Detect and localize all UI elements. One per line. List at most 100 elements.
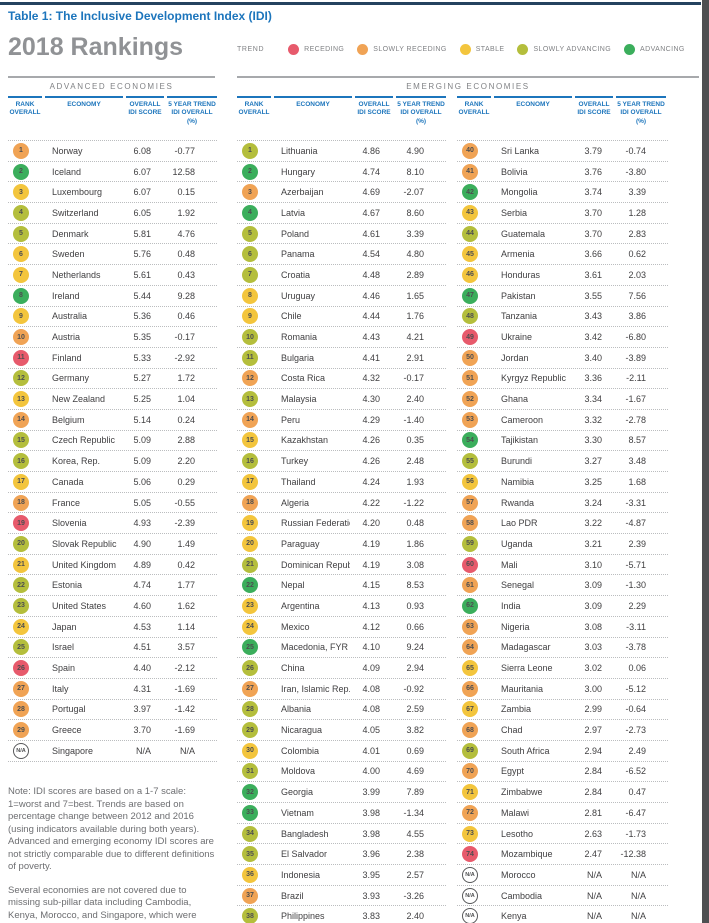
trend-rank-badge: 9 (13, 308, 29, 325)
trend-value: 0.48 (406, 518, 424, 529)
trend-value: -6.52 (625, 766, 646, 777)
trend-value: 0.15 (177, 187, 195, 198)
trend-rank-badge: 23 (13, 597, 29, 614)
table-row: 37 Brazil 3.93 -3.26 (237, 886, 446, 907)
trend-rank-badge: 23 (242, 597, 258, 614)
economy-name: Slovak Republic (52, 538, 117, 549)
trend-rank-badge: 11 (242, 349, 258, 366)
rank-cell: 40 (457, 142, 495, 159)
rank-cell: 22 (8, 577, 46, 594)
legend-item: STABLE (459, 44, 505, 55)
idi-score: 5.36 (133, 311, 151, 322)
economy-name: El Salvador (281, 849, 328, 860)
economy-name: Azerbaijan (281, 187, 324, 198)
table-row: 3 Luxembourg 6.07 0.15 (8, 182, 217, 204)
trend-rank-badge: 25 (242, 639, 258, 656)
economy-name: Germany (52, 373, 90, 384)
idi-score: 3.32 (584, 414, 602, 425)
idi-score: 5.81 (133, 228, 151, 239)
trend-rank-badge: 22 (242, 577, 258, 594)
col-header-trend: 5 YEAR TREND IDI OVERALL (%) (396, 96, 446, 140)
table-row: 5 Denmark 5.81 4.76 (8, 224, 217, 245)
rank-cell: 24 (237, 618, 275, 635)
col-header-rank: RANK OVERALL (8, 96, 42, 140)
trend-value: -0.17 (174, 332, 195, 343)
table-header-row: RANK OVERALL ECONOMY OVERALL IDI SCORE 5… (237, 96, 446, 140)
rank-cell: N/A (457, 887, 495, 904)
trend-rank-badge: 64 (462, 639, 478, 656)
rank-cell: 18 (8, 494, 46, 511)
trend-value: 2.40 (406, 911, 424, 922)
rank-cell: 70 (457, 763, 495, 780)
rank-cell: 6 (8, 246, 46, 263)
idi-score: 4.08 (362, 704, 380, 715)
idi-score: 5.25 (133, 394, 151, 405)
rank-cell: 25 (237, 639, 275, 656)
col-header-economy: ECONOMY (274, 96, 352, 140)
trend-rank-badge: 24 (242, 618, 258, 635)
trend-rank-badge: 4 (242, 204, 258, 221)
economy-name: Nicaragua (281, 725, 323, 736)
trend-rank-badge: 52 (462, 391, 478, 408)
trend-value: 3.39 (628, 187, 646, 198)
economy-name: Armenia (501, 249, 535, 260)
rank-cell: 33 (237, 804, 275, 821)
rank-cell: 65 (457, 660, 495, 677)
rank-cell: 28 (8, 701, 46, 718)
trend-value: 8.53 (406, 580, 424, 591)
trend-rank-badge: 74 (462, 846, 478, 863)
idi-score: 4.26 (362, 435, 380, 446)
scrollbar[interactable] (702, 0, 709, 923)
economy-name: Ireland (52, 290, 80, 301)
trend-rank-badge: 45 (462, 246, 478, 263)
trend-rank-badge: 38 (242, 908, 258, 923)
trend-value: -6.47 (625, 807, 646, 818)
trend-rank-badge: 8 (13, 287, 29, 304)
table-row: 15 Czech Republic 5.09 2.88 (8, 431, 217, 452)
rank-cell: 24 (8, 618, 46, 635)
idi-score: 2.99 (584, 704, 602, 715)
economy-name: Panama (281, 249, 315, 260)
trend-value: 1.86 (406, 538, 424, 549)
economy-name: Norway (52, 145, 83, 156)
idi-score: 3.42 (584, 332, 602, 343)
table-row: 57 Rwanda 3.24 -3.31 (457, 493, 668, 514)
trend-value: -1.67 (625, 394, 646, 405)
idi-score: 3.43 (584, 311, 602, 322)
col-header-score: OVERALL IDI SCORE (126, 96, 164, 140)
economy-name: Malawi (501, 807, 530, 818)
economy-name: Sierra Leone (501, 663, 553, 674)
rank-cell: 27 (8, 680, 46, 697)
rank-cell: 11 (8, 349, 46, 366)
idi-score: 3.21 (584, 538, 602, 549)
trend-rank-badge: 16 (13, 453, 29, 470)
idi-score: 4.00 (362, 766, 380, 777)
economy-name: Namibia (501, 476, 535, 487)
idi-score: 5.61 (133, 269, 151, 280)
idi-score: 4.19 (362, 538, 380, 549)
table-row: 7 Croatia 4.48 2.89 (237, 265, 446, 286)
table-row: 20 Slovak Republic 4.90 1.49 (8, 534, 217, 555)
economy-name: India (501, 600, 521, 611)
economy-name: Sweden (52, 249, 85, 260)
idi-score: 5.14 (133, 414, 151, 425)
economy-name: Ukraine (501, 332, 533, 343)
table-row: 26 Spain 4.40 -2.12 (8, 658, 217, 679)
trend-rank-badge: 47 (462, 287, 478, 304)
idi-score: 4.60 (133, 600, 151, 611)
idi-score: 4.01 (362, 745, 380, 756)
economy-name: Russian Federation (281, 518, 350, 529)
table-row: 12 Costa Rica 4.32 -0.17 (237, 369, 446, 390)
rank-cell: 19 (8, 515, 46, 532)
trend-rank-badge: 32 (242, 784, 258, 801)
economy-name: Philippines (281, 911, 325, 922)
trend-rank-badge: 5 (242, 225, 258, 242)
economy-name: Estonia (52, 580, 83, 591)
rank-cell: 4 (8, 204, 46, 221)
economy-name: Thailand (281, 476, 316, 487)
trend-rank-badge: 12 (13, 370, 29, 387)
rank-cell: 68 (457, 722, 495, 739)
rank-cell: 11 (237, 349, 275, 366)
trend-rank-badge: 15 (242, 432, 258, 449)
idi-score: 3.97 (133, 704, 151, 715)
